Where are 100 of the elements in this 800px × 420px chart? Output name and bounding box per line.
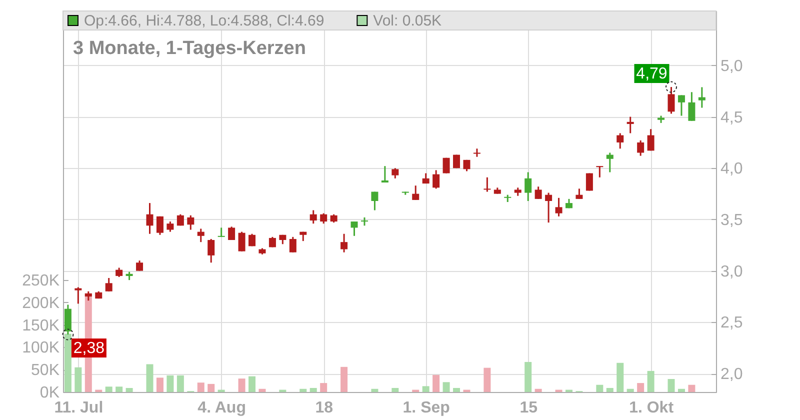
bar [596, 384, 604, 392]
candlestick [197, 228, 204, 243]
bar [258, 388, 266, 392]
candlestick [473, 148, 480, 158]
candlestick [576, 188, 583, 200]
y-tick-label: 3,5 [720, 212, 743, 229]
y2-tick-label: 50K [31, 362, 60, 380]
bar [534, 388, 542, 392]
candlestick [340, 233, 348, 254]
bar [688, 384, 696, 392]
candlestick [208, 238, 215, 264]
bar [626, 388, 634, 392]
candlestick [616, 132, 624, 150]
bar [606, 388, 614, 392]
bar [156, 378, 164, 392]
y-tick-label: 5,0 [720, 58, 743, 75]
candlestick [238, 231, 246, 252]
candlestick [320, 212, 328, 224]
candlestick [136, 260, 144, 272]
bar [442, 382, 450, 392]
bar [74, 367, 82, 392]
bar [300, 388, 307, 392]
candlestick [392, 167, 399, 180]
text: 3 Monate, 1-Tages-Kerzen [73, 38, 306, 59]
candlestick [647, 128, 654, 152]
y2-tick-label: 200K [22, 294, 60, 312]
candlestick [534, 186, 542, 200]
bar [637, 383, 644, 392]
candlestick [412, 184, 420, 201]
candlestick [166, 220, 174, 233]
candlestick [228, 226, 236, 241]
bar [105, 386, 112, 392]
bar [208, 384, 215, 392]
bar [146, 364, 154, 392]
candlestick [637, 140, 644, 157]
x-tick-label: 1. Okt [629, 400, 674, 416]
bar [647, 370, 654, 392]
bar [238, 378, 246, 392]
candlestick [524, 171, 532, 202]
candlestick [678, 94, 685, 116]
bar [422, 386, 430, 392]
y2-tick-label: 250K [22, 272, 60, 290]
x-tick-label: 1. Sep [402, 400, 450, 416]
candlestick [350, 220, 358, 237]
x-tick-label: 4. Aug [198, 400, 246, 416]
bar [310, 388, 317, 392]
candlestick [555, 197, 562, 218]
candlestick [289, 236, 296, 254]
bar [116, 386, 123, 392]
bar [64, 334, 72, 392]
y-tick-label: 4,5 [720, 109, 743, 126]
candlestick [381, 165, 388, 184]
candlestick [545, 192, 552, 224]
candlestick [668, 86, 675, 114]
bar [248, 376, 256, 392]
candlestick [74, 286, 82, 304]
bar [126, 388, 133, 392]
y2-tick-label: 150K [22, 317, 60, 334]
candlestick [116, 266, 123, 278]
y-tick-label: 4,0 [720, 160, 743, 178]
candlestick [156, 216, 164, 236]
bar [668, 379, 675, 392]
candlestick [187, 214, 194, 230]
bar [453, 388, 460, 392]
candlestick [310, 209, 317, 224]
candlestick [698, 86, 706, 108]
x-tick-label: 15 [520, 400, 538, 416]
x-tick-label: 18 [315, 400, 334, 416]
candlestick [371, 190, 378, 211]
legend-label: Vol: 0.05K [373, 12, 442, 30]
candlestick [596, 165, 604, 178]
bar [340, 366, 348, 392]
y-tick-label: 3,0 [720, 263, 743, 280]
bar [616, 362, 624, 392]
x-tick-label: 11. Jul [54, 400, 104, 416]
y-tick-label: 2,5 [720, 314, 743, 332]
candlestick [84, 290, 92, 302]
y2-tick-label: 100K [22, 340, 60, 357]
bar [320, 383, 328, 392]
bar [197, 382, 204, 392]
bar [166, 375, 174, 392]
bar [678, 388, 685, 392]
candlestick [606, 152, 614, 173]
y-tick-label: 2,0 [720, 366, 743, 384]
bar [432, 374, 440, 392]
bar [176, 375, 184, 392]
bar [524, 362, 532, 392]
candlestick [105, 277, 112, 292]
candlestick [218, 226, 225, 238]
candlestick [484, 176, 491, 192]
candlestick [688, 91, 696, 122]
bar [484, 368, 491, 392]
y2-tick-label: 0K [40, 384, 60, 402]
candlestick [248, 233, 256, 247]
bar [392, 388, 399, 392]
candlestick [146, 202, 154, 235]
legend-label: Op:4.66, Hi:4.788, Lo:4.588, Cl:4.69 [84, 12, 324, 30]
bar [371, 388, 378, 392]
candlestick [442, 157, 450, 174]
candlestick [626, 116, 634, 134]
